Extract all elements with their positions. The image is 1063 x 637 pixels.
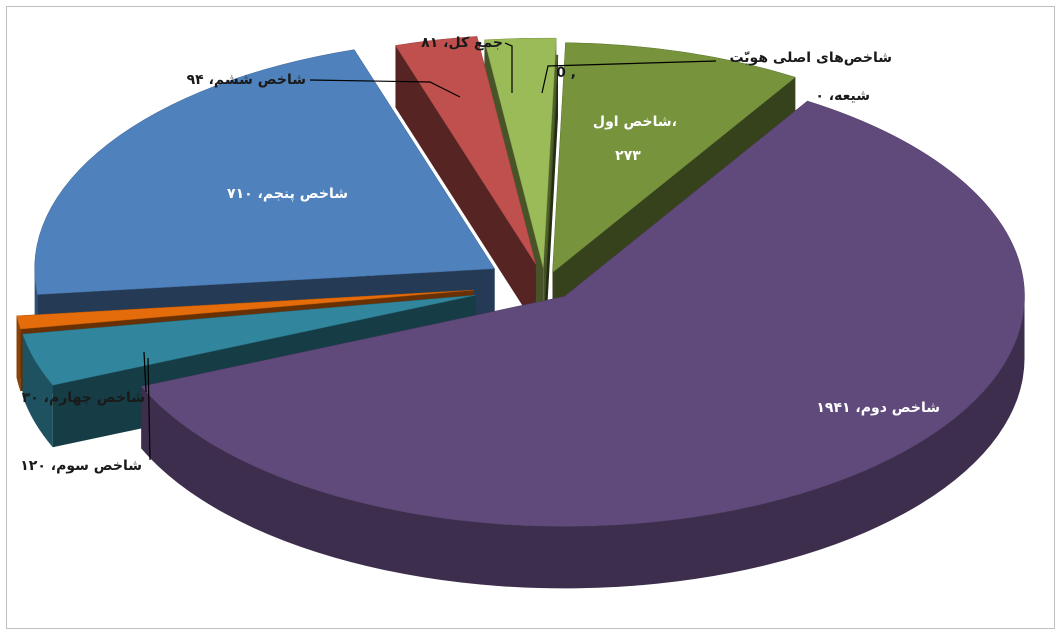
slice-label-second: شاخص دوم، ۱۹۴۱ [816, 400, 940, 416]
slice-side-4 [16, 315, 21, 392]
leader-line-2 [504, 42, 513, 93]
slice-wall-6-0 [395, 45, 536, 327]
pie-slice-6 [395, 36, 537, 265]
pie-slice-3 [22, 294, 476, 386]
leader-line-1 [309, 79, 461, 98]
slice-side-3 [22, 334, 53, 448]
leader-line-0 [541, 60, 717, 94]
slice-label-sixth: شاخص ششم، ۹۴ [187, 72, 306, 88]
slice-side-2 [141, 296, 1025, 589]
slice-label-zero: 0 , [556, 65, 576, 81]
slice-label-first-value: ۲۷۳ [615, 148, 641, 164]
pie-slice-7 [484, 37, 557, 269]
slice-label-fourth: شاخص چهارم، ۳۰ [22, 390, 145, 406]
slice-label-total: جمع کل، ۸۱ [421, 35, 503, 51]
slice-label-fifth: شاخص پنجم، ۷۱۰ [227, 186, 348, 202]
slice-label-shia-identity-value: شیعه، ۰ [815, 88, 870, 104]
slice-label-shia-identity: شاخص‌های اصلی هویّت [729, 50, 892, 66]
pie-slice-2 [140, 100, 1025, 527]
slice-wall-3-1 [22, 295, 476, 397]
slice-label-third: شاخص سوم، ۱۲۰ [20, 458, 142, 474]
leader-line-4 [147, 357, 151, 461]
pie-slice-1 [552, 42, 796, 274]
slice-wall-0-1 [545, 55, 559, 348]
slice-label-first: شاخص اول، [593, 114, 677, 130]
leader-line-3 [143, 351, 147, 393]
pie-slice-4 [16, 289, 474, 330]
pie-slice-5 [34, 49, 496, 295]
